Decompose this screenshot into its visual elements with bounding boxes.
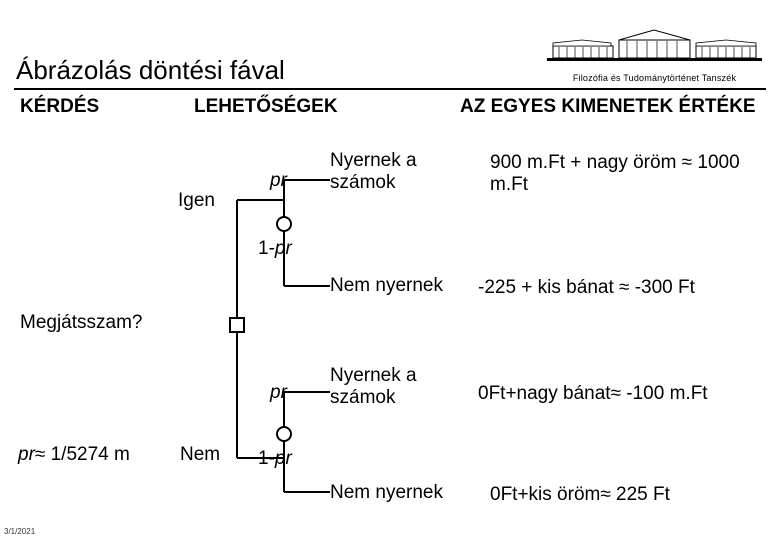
value-label: 900 m.Ft + nagy öröm ≈ 1000 m.Ft xyxy=(490,152,760,196)
outcome-label: Nyernek a számok xyxy=(330,365,460,409)
probability-label: pr xyxy=(270,382,287,404)
decision-tree xyxy=(0,0,780,540)
footer-date: 3/1/2021 xyxy=(4,527,35,536)
outcome-label: Nyernek a számok xyxy=(330,150,460,194)
value-label: 0Ft+nagy bánat≈ -100 m.Ft xyxy=(478,383,778,405)
value-label: 0Ft+kis öröm≈ 225 Ft xyxy=(490,484,780,506)
value-label: -225 + kis bánat ≈ -300 Ft xyxy=(478,277,778,299)
probability-label: 1-pr xyxy=(258,238,292,260)
probability-label: 1-pr xyxy=(258,448,292,470)
outcome-label: Nem nyernek xyxy=(330,482,510,504)
probability-label: pr xyxy=(270,170,287,192)
